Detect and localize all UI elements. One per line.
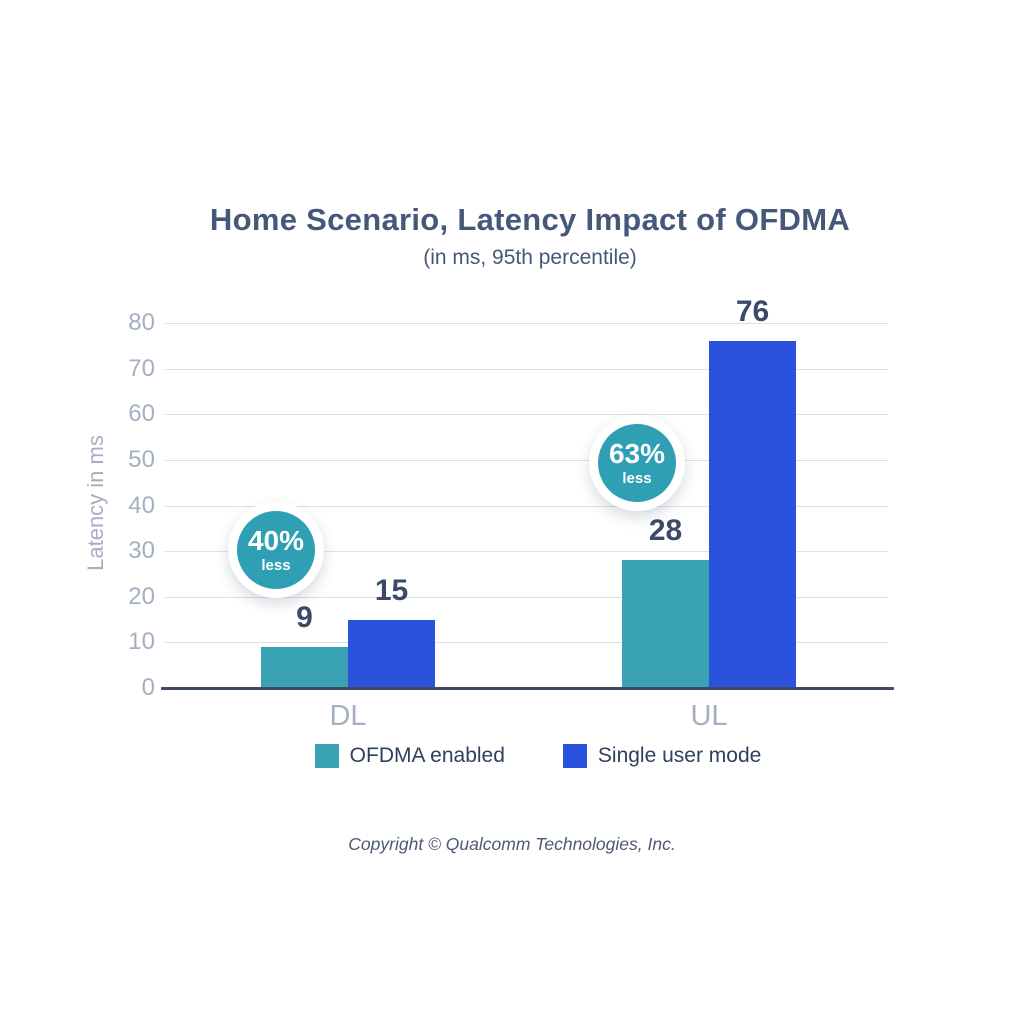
gridline xyxy=(165,505,888,507)
gridline xyxy=(165,596,888,598)
y-tick-label: 50 xyxy=(128,445,155,473)
badge-ul: 63% less xyxy=(589,415,685,512)
badge-circle: 63% less xyxy=(598,424,676,503)
bar-ul-single-user xyxy=(709,341,796,688)
bar-dl-ofdma xyxy=(261,646,348,688)
legend: OFDMA enabled Single user mode xyxy=(0,744,1024,768)
copyright-text: Copyright © Qualcomm Technologies, Inc. xyxy=(348,834,676,854)
bar-value-label: 15 xyxy=(374,573,409,607)
chart-subtitle: (in ms, 95th percentile) xyxy=(423,246,637,269)
badge-dl: 40% less xyxy=(228,501,324,598)
legend-label: Single user mode xyxy=(597,744,762,767)
gridline xyxy=(165,414,888,416)
y-tick-label: 20 xyxy=(128,582,155,610)
chart-title: Home Scenario, Latency Impact of OFDMA xyxy=(209,202,851,237)
y-tick-label: 80 xyxy=(128,309,155,336)
bar-value-label: 76 xyxy=(735,295,770,329)
badge-percent-text: 63% xyxy=(608,438,666,470)
legend-label: OFDMA enabled xyxy=(349,744,505,767)
legend-item-ofdma-enabled: OFDMA enabled xyxy=(314,744,505,768)
gridline xyxy=(165,459,888,461)
y-tick-label: 70 xyxy=(128,354,155,382)
gridline xyxy=(165,551,888,553)
x-label-dl: DL xyxy=(329,700,367,732)
y-tick-label: 40 xyxy=(128,491,155,519)
legend-swatch xyxy=(314,744,339,768)
y-tick-label: 30 xyxy=(128,537,155,565)
gridline xyxy=(165,323,888,324)
badge-less-text: less xyxy=(261,556,291,574)
y-tick-label: 10 xyxy=(128,628,155,656)
badge-less-text: less xyxy=(622,470,652,488)
gridline xyxy=(165,642,888,644)
y-tick-label: 0 xyxy=(141,674,155,701)
bar-ul-ofdma xyxy=(622,560,709,688)
x-label-ul: UL xyxy=(690,700,728,732)
y-tick-label: 60 xyxy=(128,400,155,428)
badge-circle: 40% less xyxy=(237,510,315,589)
gridline xyxy=(165,368,888,370)
legend-swatch xyxy=(562,744,587,768)
bar-value-label: 28 xyxy=(648,514,683,548)
bar-value-label: 9 xyxy=(296,600,313,634)
x-axis-line xyxy=(161,687,894,690)
bar-dl-single-user xyxy=(348,619,435,688)
badge-percent-text: 40% xyxy=(247,524,305,556)
legend-item-single-user-mode: Single user mode xyxy=(562,744,762,768)
